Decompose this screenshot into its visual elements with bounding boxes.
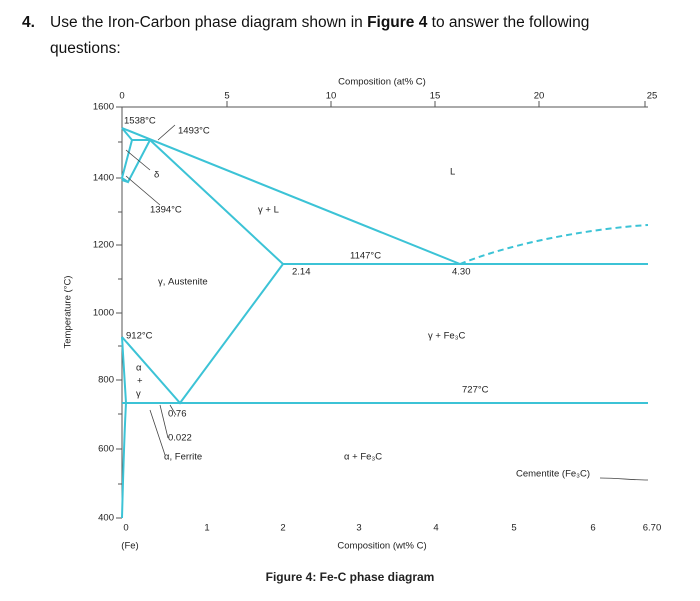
annotation: α, Ferrite bbox=[164, 452, 202, 463]
question-text: to answer the following bbox=[427, 14, 590, 31]
alpha-gamma bbox=[121, 336, 180, 404]
tick-label: 1000 bbox=[93, 308, 114, 319]
annotation: 1394°C bbox=[150, 205, 182, 216]
question: 4. Use the Iron-Carbon phase diagram show… bbox=[22, 10, 589, 62]
tick-label: 1600 bbox=[93, 102, 114, 113]
annotation: 912°C bbox=[126, 331, 153, 342]
axis-title: Composition (wt% C) bbox=[337, 541, 426, 552]
axis-title: Temperature (°C) bbox=[63, 276, 74, 349]
caption: Figure 4: Fe-C phase diagram bbox=[266, 570, 435, 584]
fe-label: (Fe) bbox=[121, 541, 138, 552]
tick-label: 1 bbox=[204, 523, 209, 534]
tick-label: 600 bbox=[98, 444, 114, 455]
tick-label: 5 bbox=[224, 91, 229, 102]
top-ticks bbox=[226, 101, 646, 107]
question-text: Use the Iron-Carbon phase diagram shown … bbox=[50, 14, 368, 31]
annotation: α bbox=[136, 363, 142, 374]
annotation: 2.14 bbox=[292, 267, 311, 278]
annotation: + bbox=[137, 376, 143, 387]
tick-label: 0 bbox=[123, 523, 128, 534]
annotation: α + Fe₃C bbox=[344, 452, 382, 463]
tick-label: 0 bbox=[119, 91, 124, 102]
delta-region bbox=[120, 127, 151, 184]
tick-label: 3 bbox=[356, 523, 361, 534]
leader-lines bbox=[125, 124, 649, 481]
tick-label: 4 bbox=[433, 523, 438, 534]
annotation: 0.76 bbox=[168, 409, 187, 420]
annotation: 1147°C bbox=[350, 251, 381, 262]
annotation: 1538°C bbox=[124, 116, 156, 127]
annotation: γ + Fe₃C bbox=[428, 331, 466, 342]
annotation: 1493°C bbox=[178, 126, 210, 137]
tick-label: 15 bbox=[430, 91, 441, 102]
annotation: Cementite (Fe₃C) bbox=[516, 469, 590, 480]
question-number: 4. bbox=[22, 14, 35, 31]
tick-label: 10 bbox=[326, 91, 337, 102]
tick-label: 1200 bbox=[93, 240, 114, 251]
ferrite-solvus bbox=[121, 402, 127, 519]
tick-label: 25 bbox=[647, 91, 658, 102]
tick-label: 5 bbox=[511, 523, 516, 534]
annotation: 4.30 bbox=[452, 267, 471, 278]
tick-label: 2 bbox=[280, 523, 285, 534]
annotation: L bbox=[450, 167, 455, 178]
annotation: γ + L bbox=[258, 205, 279, 216]
annotation: δ bbox=[154, 170, 159, 181]
figure-ref: Figure 4 bbox=[367, 14, 428, 31]
tick-label: 6 bbox=[590, 523, 595, 534]
y-ticks bbox=[116, 106, 122, 519]
tick-label: 800 bbox=[98, 375, 114, 386]
annotation: γ, Austenite bbox=[158, 277, 208, 288]
question-text: questions: bbox=[50, 40, 121, 57]
tick-label: 400 bbox=[98, 513, 114, 524]
annotation: 0.022 bbox=[168, 433, 192, 444]
annotation: 727°C bbox=[462, 385, 489, 396]
annotation: γ bbox=[136, 389, 141, 400]
tick-label: 1400 bbox=[93, 173, 114, 184]
axis-title: Composition (at% C) bbox=[338, 77, 426, 88]
tick-label: 6.70 bbox=[643, 523, 662, 534]
solidus-eutectic bbox=[149, 139, 648, 265]
liquidus bbox=[121, 127, 461, 265]
metastable-liquidus bbox=[459, 224, 649, 265]
tick-label: 20 bbox=[534, 91, 545, 102]
